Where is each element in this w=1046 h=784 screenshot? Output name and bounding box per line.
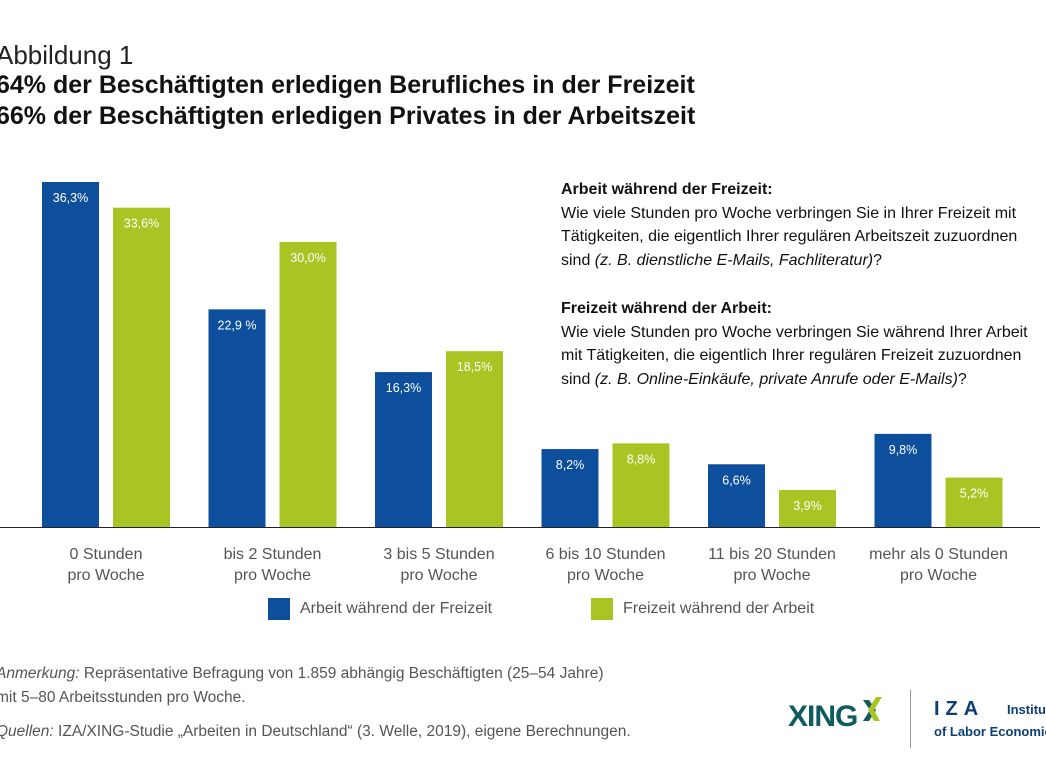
legend-swatch-blue bbox=[268, 598, 290, 620]
title-block: Abbildung 1 64% der Beschäftigten erledi… bbox=[0, 40, 695, 132]
headline-1: 64% der Beschäftigten erledigen Beruflic… bbox=[0, 71, 695, 99]
sources: Quellen: IZA/XING-Studie „Arbeiten in De… bbox=[0, 723, 631, 740]
question-1-heading: Arbeit während der Freizeit: bbox=[561, 181, 773, 198]
bar-arbeit-0 bbox=[42, 182, 99, 527]
iza-logo: IZA bbox=[934, 698, 985, 720]
bar-arbeit-1 bbox=[208, 309, 266, 527]
question-arbeit-freizeit: Arbeit während der Freizeit: Wie viele S… bbox=[561, 178, 1041, 272]
iza-institute: Institute bbox=[1007, 702, 1046, 717]
bar-arbeit-4 bbox=[708, 464, 765, 527]
category-label: mehr als 0 Stunden bbox=[869, 546, 1008, 563]
bar-value-label: 8,8% bbox=[627, 452, 656, 466]
category-label: pro Woche bbox=[567, 567, 644, 584]
question-2-heading: Freizeit während der Arbeit: bbox=[561, 300, 772, 317]
bar-value-label: 33,6% bbox=[124, 217, 159, 231]
category-label: pro Woche bbox=[400, 567, 477, 584]
headline-2: 66% der Beschäftigten erledigen Privates… bbox=[0, 102, 696, 130]
logos: XING IZA Institute of Labor Economics bbox=[780, 690, 1046, 750]
question-freizeit-arbeit: Freizeit während der Arbeit: Wie viele S… bbox=[561, 297, 1041, 391]
question-1-text: Wie viele Stunden pro Woche verbringen S… bbox=[561, 204, 1018, 269]
bar-value-label: 6,6% bbox=[722, 473, 751, 487]
bar-freizeit-2 bbox=[446, 351, 503, 527]
question-2-text: Wie viele Stunden pro Woche verbringen S… bbox=[561, 323, 1028, 388]
bar-value-label: 8,2% bbox=[556, 458, 585, 472]
bar-chart: 36,3% 33,6% 0 Stunden pro Woche 22,9 % 30,0% b… bbox=[0, 182, 1040, 584]
bar-value-label: 18,5% bbox=[457, 360, 492, 374]
bar-value-label: 22,9 % bbox=[218, 318, 257, 332]
bar-freizeit-4 bbox=[779, 489, 836, 527]
iza-labor-economics: of Labor Economics bbox=[934, 724, 1046, 739]
figure-label: Abbildung 1 bbox=[0, 40, 134, 70]
bar-freizeit-1 bbox=[279, 241, 337, 527]
bar-arbeit-3 bbox=[541, 449, 599, 527]
bar-arbeit-5 bbox=[874, 433, 932, 527]
bar-freizeit-0 bbox=[113, 207, 170, 527]
notes: Anmerkung: Repräsentative Befragung von … bbox=[0, 662, 631, 744]
annotation: Anmerkung: Repräsentative Befragung von … bbox=[0, 665, 604, 682]
legend-label-freizeit: Freizeit während der Arbeit bbox=[623, 600, 815, 617]
category-label: 11 bis 20 Stunden bbox=[708, 546, 836, 563]
bar-arbeit-2 bbox=[375, 372, 432, 527]
bar-value-label: 3,9% bbox=[793, 499, 822, 513]
bar-freizeit-3 bbox=[612, 443, 670, 527]
bar-value-label: 30,0% bbox=[290, 251, 325, 265]
category-label: bis 2 Stunden bbox=[224, 546, 322, 563]
legend-item-freizeit: Freizeit während der Arbeit bbox=[591, 598, 814, 620]
bar-value-label: 36,3% bbox=[53, 191, 88, 205]
category-label: pro Woche bbox=[733, 567, 810, 584]
legend-item-arbeit: Arbeit während der Freizeit bbox=[268, 598, 492, 620]
category-label: pro Woche bbox=[67, 567, 144, 584]
category-label: pro Woche bbox=[900, 567, 977, 584]
legend-label-arbeit: Arbeit während der Freizeit bbox=[300, 600, 493, 617]
bar-value-label: 5,2% bbox=[960, 487, 989, 501]
legend-swatch-green bbox=[591, 598, 613, 620]
bar-freizeit-5 bbox=[945, 477, 1003, 527]
category-label: 0 Stunden bbox=[70, 546, 143, 563]
bar-value-label: 9,8% bbox=[889, 443, 918, 457]
xing-logo: XING bbox=[788, 700, 858, 733]
annotation-line-2: mit 5–80 Arbeitsstunden pro Woche. bbox=[0, 689, 246, 706]
category-label: 3 bis 5 Stunden bbox=[383, 546, 494, 563]
logo-divider bbox=[910, 690, 911, 748]
bar-value-label: 16,3% bbox=[386, 381, 421, 395]
xing-mark-icon bbox=[863, 697, 882, 721]
category-label: pro Woche bbox=[234, 567, 311, 584]
category-label: 6 bis 10 Stunden bbox=[545, 546, 665, 563]
